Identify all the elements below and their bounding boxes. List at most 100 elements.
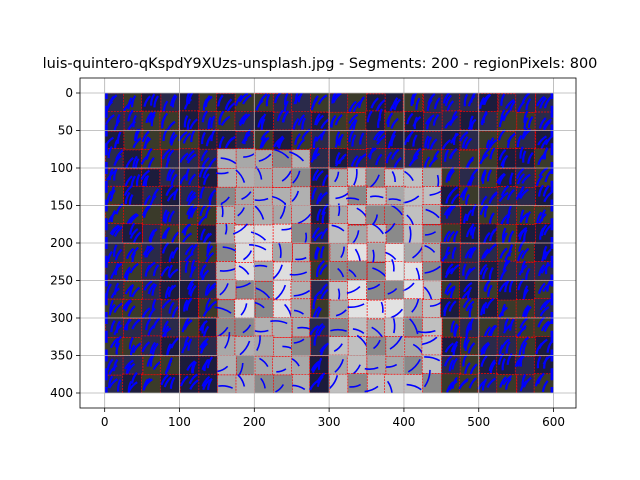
flow-vector	[124, 299, 133, 312]
flow-vector	[201, 110, 208, 123]
flow-vector	[525, 98, 532, 111]
flow-vector	[450, 193, 460, 205]
segment-cell	[215, 205, 237, 227]
flow-vector	[355, 155, 363, 168]
segment-cell	[347, 185, 369, 207]
flow-vector	[389, 100, 398, 112]
flow-vector	[348, 113, 359, 124]
flow-vector	[258, 153, 272, 162]
flow-vector	[426, 98, 433, 111]
flow-vector	[166, 168, 172, 181]
flow-vector	[319, 342, 330, 353]
flow-vector	[115, 149, 124, 161]
segment-cell	[385, 355, 406, 377]
flow-vector	[498, 149, 507, 161]
x-tick-label: 600	[542, 415, 565, 429]
flow-vector	[411, 298, 420, 313]
flow-vector	[517, 226, 528, 238]
segment-cell	[347, 373, 368, 393]
flow-vector	[112, 262, 123, 274]
flow-vector	[498, 281, 508, 293]
edge-marker	[550, 105, 554, 118]
flow-vector	[516, 249, 525, 262]
flow-vector	[502, 109, 511, 122]
flow-vector	[234, 94, 243, 107]
flow-vector	[164, 286, 171, 299]
flow-vector	[184, 244, 194, 256]
flow-vector	[292, 384, 306, 391]
flow-vector	[502, 375, 513, 386]
flow-vector	[215, 171, 229, 175]
flow-vector	[171, 95, 178, 108]
flow-vector	[433, 97, 441, 110]
flow-vector	[329, 375, 339, 389]
flow-vector	[113, 226, 123, 237]
flow-vector	[322, 174, 329, 187]
flow-vector	[444, 342, 455, 353]
flow-vector	[109, 224, 120, 235]
flow-vector	[504, 279, 510, 293]
edge-marker	[104, 387, 108, 393]
flow-vector	[114, 335, 122, 348]
segment-cell	[421, 243, 443, 264]
flow-vector	[331, 224, 345, 232]
flow-vector	[451, 357, 458, 370]
flow-vector	[243, 250, 253, 261]
flow-vector	[124, 359, 134, 370]
flow-vector	[317, 94, 328, 105]
flow-vector	[166, 191, 177, 202]
flow-vector	[145, 147, 153, 160]
segment-cell	[366, 373, 388, 393]
flow-vector	[149, 341, 157, 354]
flow-vector	[330, 115, 337, 128]
flow-vector	[538, 264, 545, 277]
flow-vector	[459, 186, 469, 198]
flow-vector	[115, 342, 121, 355]
flow-vector	[199, 320, 208, 331]
segment-cell	[329, 373, 350, 393]
flow-vector	[255, 287, 271, 299]
flow-vector	[297, 114, 306, 126]
flow-vector	[483, 93, 492, 106]
flow-vector	[498, 191, 509, 203]
segment-cell	[422, 167, 443, 189]
segment-cell	[441, 336, 463, 358]
flow-vector	[108, 378, 118, 389]
flow-vector	[481, 169, 487, 182]
segment-cell	[497, 186, 518, 207]
flow-vector	[351, 134, 357, 147]
flow-vector	[310, 360, 320, 372]
flow-vector	[297, 213, 312, 225]
flow-vector	[242, 324, 252, 334]
flow-vector	[250, 231, 267, 241]
flow-vector	[110, 209, 117, 223]
flow-vector	[423, 286, 433, 300]
flow-vector	[131, 318, 141, 330]
flow-vector	[188, 191, 197, 204]
flow-vector	[337, 203, 341, 217]
flow-vector	[123, 266, 131, 279]
flow-vector	[319, 263, 328, 276]
flow-vector	[403, 195, 420, 204]
edge-marker	[104, 105, 108, 118]
flow-vector	[254, 197, 269, 202]
segment-cell	[329, 299, 350, 321]
flow-vector	[452, 230, 459, 243]
flow-vector	[496, 172, 506, 184]
edge-marker	[550, 293, 554, 306]
flow-vector	[499, 376, 507, 388]
flow-vector	[509, 318, 515, 331]
flow-vector	[220, 196, 230, 205]
flow-vector	[508, 230, 515, 243]
flow-vector	[162, 320, 169, 333]
flow-vector	[259, 136, 267, 149]
flow-vector	[224, 98, 233, 110]
flow-vector	[278, 242, 282, 259]
segment-cell	[328, 336, 350, 357]
flow-vector	[480, 303, 486, 316]
flow-vector	[201, 375, 211, 387]
segment-cell	[385, 185, 407, 207]
segment-cell	[385, 223, 407, 245]
flow-vector	[190, 129, 196, 143]
flow-vector	[426, 136, 432, 149]
